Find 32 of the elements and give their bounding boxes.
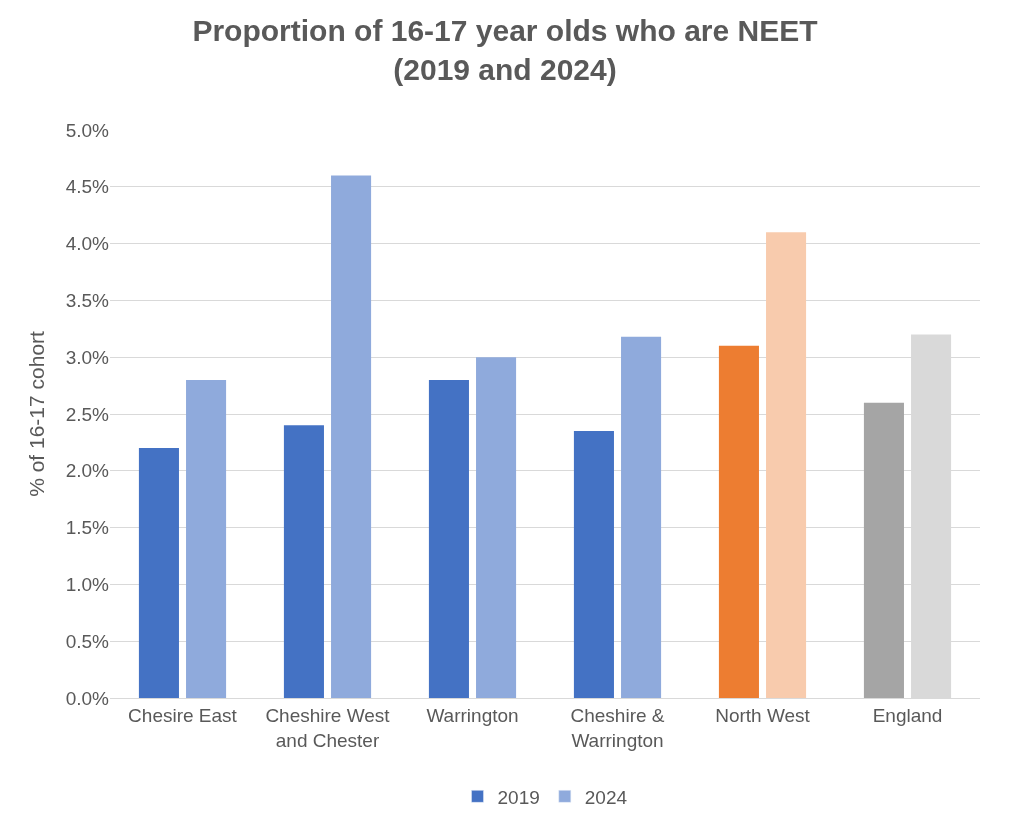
y-tick-label: 1.5%: [65, 517, 110, 539]
x-tick-label: North West: [715, 704, 811, 726]
y-tick-label: 4.5%: [65, 176, 110, 198]
x-tick-label: Cheshire West and Chester: [265, 704, 391, 751]
y-tick-label: 0.0%: [65, 687, 110, 709]
y-tick-label: 4.0%: [65, 233, 110, 255]
legend-label: 2019: [497, 786, 540, 808]
y-axis-title: % of 16-17 cohort: [24, 330, 48, 497]
x-tick-label: Cheshire & Warrington: [570, 704, 665, 751]
bar: [573, 431, 614, 698]
bar: [476, 357, 517, 698]
bar: [621, 336, 662, 698]
x-tick-label: England: [872, 704, 943, 726]
y-tick-label: 2.0%: [65, 460, 110, 482]
bar: [186, 379, 227, 698]
y-tick-label: 3.0%: [65, 346, 110, 368]
bar: [283, 425, 324, 698]
bar: [138, 448, 179, 698]
bar: [428, 379, 469, 698]
bar: [331, 175, 372, 698]
y-tick-label: 1.0%: [65, 574, 110, 596]
bar: [718, 345, 759, 698]
chart-title: Proportion of 16-17 year olds who are NEET (2019 and 2024): [192, 14, 818, 87]
x-tick-label: Warrington: [426, 704, 519, 726]
bar: [766, 232, 807, 698]
x-tick-label: Chesire East: [128, 704, 238, 726]
legend-label: 2024: [584, 786, 628, 808]
y-tick-label: 3.5%: [65, 290, 110, 312]
bar: [863, 402, 904, 698]
y-tick-label: 5.0%: [65, 119, 110, 141]
y-tick-label: 0.5%: [65, 630, 110, 652]
y-tick-label: 2.5%: [65, 403, 110, 425]
